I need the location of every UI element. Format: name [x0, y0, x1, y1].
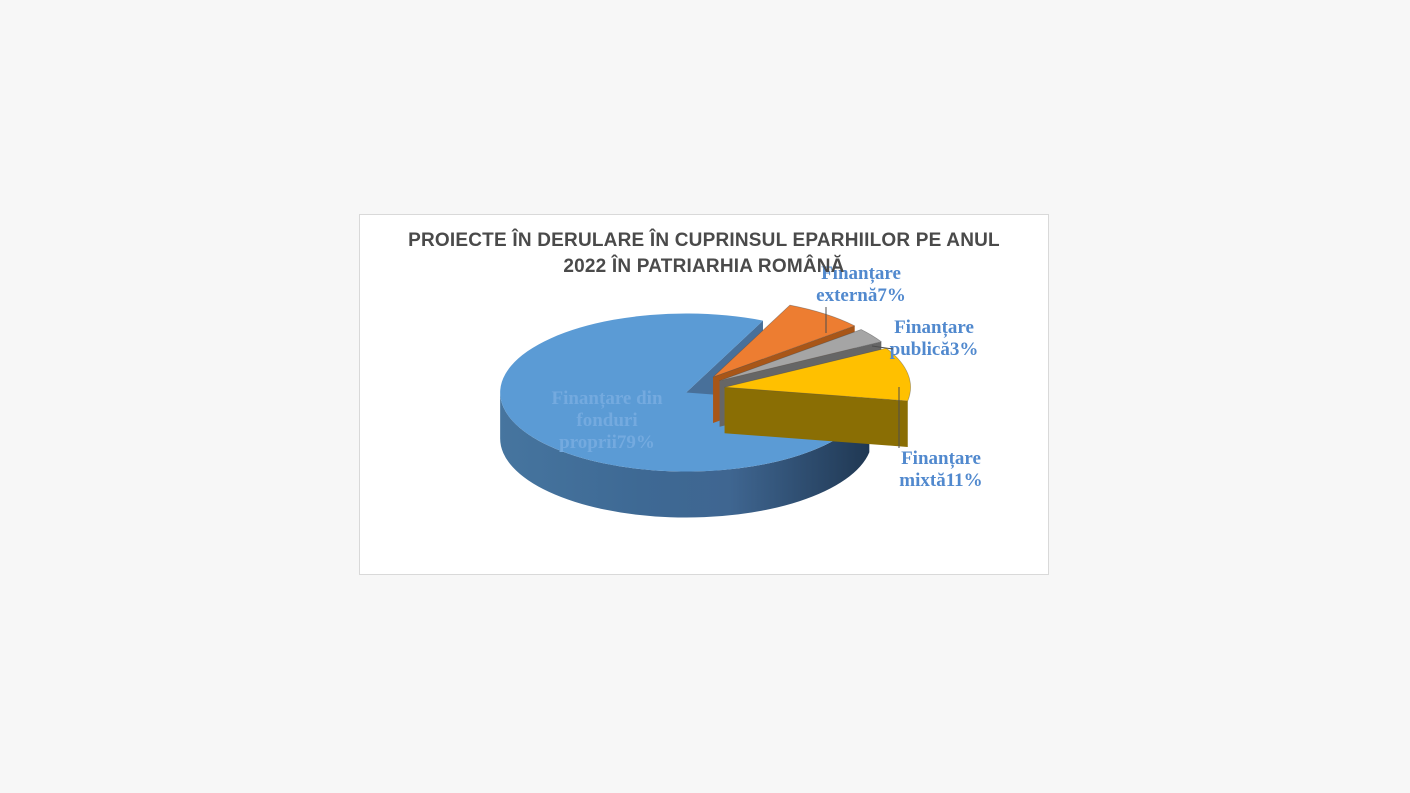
slice-label-text-mixta-0: Finanțare — [901, 448, 981, 469]
slice-label-text-mixta-1: mixtă11% — [899, 470, 982, 491]
slice-label-text-fonduri-proprii-1: fonduri — [576, 410, 637, 431]
chart-title-line-2: 2022 ÎN PATRIARHIA ROMÂNĂ — [563, 256, 845, 277]
slice-rim-wall-fonduri-proprii — [500, 392, 870, 518]
chart-card: PROIECTE ÎN DERULARE ÎN CUPRINSUL EPARHI… — [359, 214, 1049, 575]
slice-label-text-fonduri-proprii-2: proprii79% — [559, 432, 655, 453]
slice-label-text-externa-1: externă7% — [816, 285, 906, 306]
slice-top-externa — [712, 304, 856, 378]
slice-label-text-fonduri-proprii-0: Finanțare din — [551, 388, 662, 409]
pie-3d-chart: Finanțare dinfonduriproprii79%Finanțaree… — [500, 263, 983, 518]
slice-cut-face-mixta — [724, 387, 908, 447]
slice-label-text-publica-1: publică3% — [890, 339, 979, 360]
slice-label-text-externa-0: Finanțare — [821, 263, 901, 284]
leader-line-publica — [871, 345, 894, 350]
chart-title: PROIECTE ÎN DERULARE ÎN CUPRINSUL EPARHI… — [360, 228, 1048, 280]
pie-slice-mixta — [724, 347, 911, 447]
slice-top-publica — [719, 329, 882, 382]
slice-top-mixta — [724, 347, 911, 402]
chart-title-line-1: PROIECTE ÎN DERULARE ÎN CUPRINSUL EPARHI… — [408, 230, 1000, 251]
slice-label-text-publica-0: Finanțare — [894, 317, 974, 338]
